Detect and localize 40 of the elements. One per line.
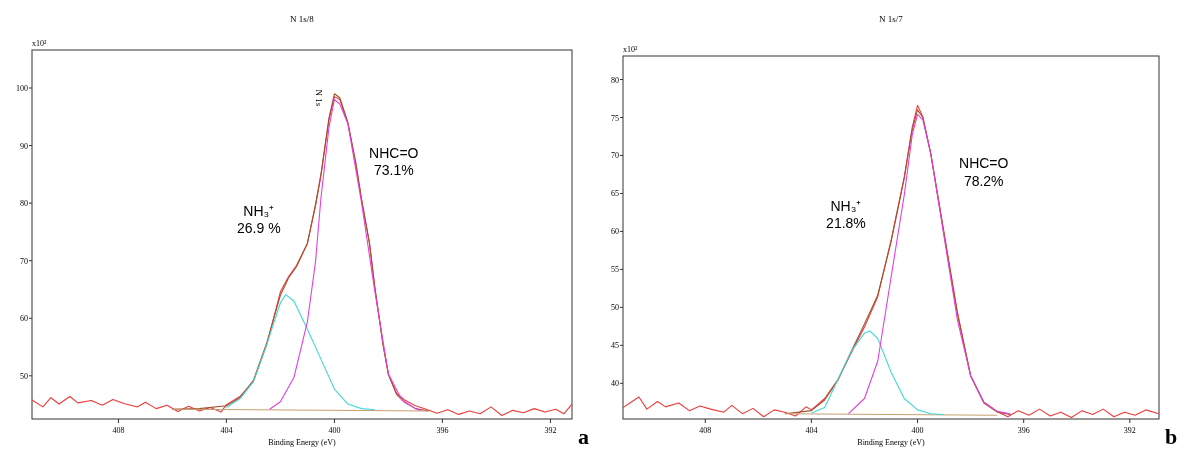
y-tick-label: 70 [611,151,619,161]
y-tick-label: 100 [16,83,28,93]
x-tick-label: 392 [1123,426,1136,435]
y-tick-label: 50 [611,303,619,313]
x-tick-label: 404 [805,426,818,435]
x-tick-label: 400 [328,426,341,435]
x-tick-label: 392 [544,426,557,435]
y-axis-title: x10² [623,45,638,54]
x-tick-label: 408 [112,426,125,435]
chart-title: N 1s/8 [290,14,315,24]
y-tick-label: 70 [20,256,28,266]
y-tick-label: 80 [20,199,28,209]
y-tick-label: 90 [20,141,28,151]
text: a [578,424,589,449]
y-tick-label: 80 [611,75,619,85]
y-tick-label: 65 [611,189,619,199]
chart-title: N 1s/7 [879,14,904,24]
x-axis-title: Binding Energy (eV) [857,438,926,447]
x-tick-label: 404 [220,426,233,435]
y-tick-label: 55 [611,265,619,275]
x-tick-label: 396 [1017,426,1030,435]
line-series [225,294,376,411]
y-axis-title: x10² [32,39,47,48]
y-tick-label: 50 [20,371,28,381]
annotation: NHC=O 73.1% [369,144,419,179]
y-tick-label: 45 [611,341,619,351]
y-tick-label: 75 [611,113,619,123]
text: b [1165,424,1178,449]
x-tick-label: 400 [911,426,924,435]
x-axis-title: Binding Energy (eV) [268,438,337,447]
y-tick-label: 60 [20,314,28,324]
x-tick-label: 396 [436,426,449,435]
annotation: NH₃⁺ 21.8% [826,197,866,232]
x-tick-label: 408 [699,426,712,435]
annotation: N 1s [313,89,324,107]
annotation: NH₃⁺ 26.9 % [237,202,281,237]
y-tick-label: 60 [611,227,619,237]
y-tick-label: 40 [611,379,619,389]
line-series [810,330,945,415]
annotation: NHC=O 78.2% [959,155,1009,189]
